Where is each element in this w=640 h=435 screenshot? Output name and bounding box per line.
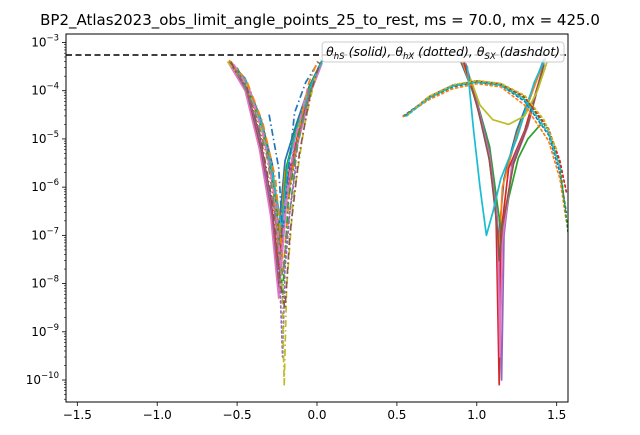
x-axis: −1.5 −1.0 −0.5 0.0 0.5 1.0 1.5 xyxy=(63,402,566,422)
chart-title: BP2_Atlas2023_obs_limit_angle_points_25_… xyxy=(40,11,600,30)
y-tick-label: 10−6 xyxy=(31,178,59,194)
annotation-box: θhS (solid), θhX (dotted), θSX (dashdot) xyxy=(321,41,565,63)
x-tick-label: −1.0 xyxy=(143,408,172,422)
annotation-desc: (dashdot) xyxy=(496,44,560,59)
y-tick-label: 10−5 xyxy=(31,130,59,146)
x-tick-label: −0.5 xyxy=(223,408,252,422)
annotation-symbol: θ xyxy=(477,44,485,59)
y-axis: 10−10 10−9 10−8 10−7 10−6 10−5 10−4 10−3 xyxy=(26,33,66,400)
annotation-subscript: SX xyxy=(485,52,496,62)
series-line-19 xyxy=(402,82,568,222)
series-line-31 xyxy=(233,64,309,270)
annotation-text: θhS (solid), θhX (dotted), θSX (dashdot) xyxy=(326,44,560,62)
series-line-15 xyxy=(464,64,545,262)
x-tick-label: 0.5 xyxy=(387,408,406,422)
annotation-desc: (solid), xyxy=(345,44,396,59)
series-line-29 xyxy=(229,61,322,310)
y-tick-label: 10−7 xyxy=(31,226,59,242)
y-tick-label: 10−10 xyxy=(26,371,59,387)
annotation-background xyxy=(321,41,565,63)
x-tick-label: 1.5 xyxy=(547,408,566,422)
series-line-7 xyxy=(228,63,323,299)
x-tick-label: 1.0 xyxy=(467,408,486,422)
series-line-26 xyxy=(228,58,320,270)
y-tick-label: 10−3 xyxy=(31,33,59,49)
annotation-symbol: θ xyxy=(395,44,403,59)
annotation-subscript: hX xyxy=(403,52,414,62)
y-tick-label: 10−9 xyxy=(31,323,59,339)
series-line-25 xyxy=(268,58,321,237)
series-line-30 xyxy=(236,71,312,276)
x-tick-label: 0.0 xyxy=(307,408,326,422)
series-layer xyxy=(226,57,568,386)
series-line-17 xyxy=(469,61,548,126)
y-tick-label: 10−4 xyxy=(31,82,59,98)
x-tick-label: −1.5 xyxy=(63,408,92,422)
series-line-23 xyxy=(405,81,563,174)
series-line-22 xyxy=(407,79,558,151)
annotation-symbol: θ xyxy=(326,44,334,59)
annotation-desc: (dotted), xyxy=(414,44,477,59)
series-line-28 xyxy=(226,61,317,386)
annotation-subscript: hS xyxy=(334,52,345,62)
y-tick-label: 10−8 xyxy=(31,275,59,291)
